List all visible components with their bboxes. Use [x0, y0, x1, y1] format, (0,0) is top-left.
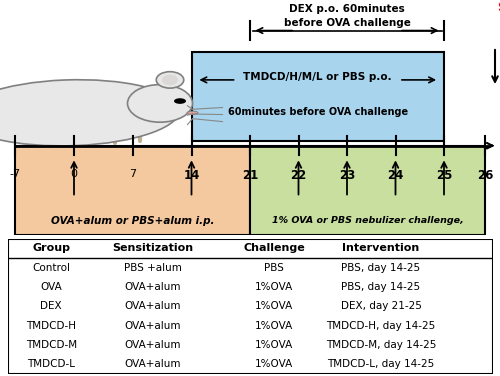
- Bar: [250, 146, 485, 235]
- Text: TMDCD-H, day 14-25: TMDCD-H, day 14-25: [326, 321, 436, 331]
- Text: TMDCD/H/M/L or PBS p.o.: TMDCD/H/M/L or PBS p.o.: [244, 72, 392, 82]
- Text: 30minutes/time, every day: 30minutes/time, every day: [296, 263, 440, 272]
- Text: TMDCD-L, day 14-25: TMDCD-L, day 14-25: [328, 359, 434, 370]
- Text: 26: 26: [477, 169, 493, 182]
- Text: Sacrifice: Sacrifice: [498, 0, 500, 14]
- Text: 24: 24: [388, 169, 404, 182]
- Text: -7: -7: [10, 169, 20, 179]
- Text: DEX p.o. 60minutes: DEX p.o. 60minutes: [289, 4, 405, 14]
- Text: 1%OVA: 1%OVA: [255, 321, 294, 331]
- Text: PBS +alum: PBS +alum: [124, 263, 182, 273]
- Ellipse shape: [0, 80, 180, 146]
- Text: DEX, day 21-25: DEX, day 21-25: [340, 302, 421, 311]
- Text: PBS, day 14-25: PBS, day 14-25: [342, 282, 420, 292]
- Text: TMDCD-H: TMDCD-H: [26, 321, 76, 331]
- Text: 1% OVA or PBS nebulizer challenge,: 1% OVA or PBS nebulizer challenge,: [272, 216, 464, 225]
- Text: OVA+alum: OVA+alum: [125, 302, 181, 311]
- Bar: [15, 146, 250, 235]
- Text: 1%OVA: 1%OVA: [255, 282, 294, 292]
- Text: Intervention: Intervention: [342, 243, 419, 253]
- Text: PBS: PBS: [264, 263, 284, 273]
- Text: TMDCD-M: TMDCD-M: [26, 340, 76, 350]
- Text: OVA+alum: OVA+alum: [125, 340, 181, 350]
- Text: 7: 7: [129, 169, 136, 179]
- Text: before OVA challenge: before OVA challenge: [284, 18, 410, 28]
- Text: Control: Control: [32, 263, 70, 273]
- Text: 25: 25: [436, 169, 452, 182]
- Ellipse shape: [128, 85, 192, 122]
- Circle shape: [174, 98, 186, 104]
- Text: 60minutes before OVA challenge: 60minutes before OVA challenge: [228, 108, 408, 117]
- Text: 1%OVA: 1%OVA: [255, 302, 294, 311]
- Ellipse shape: [187, 111, 198, 114]
- Text: 22: 22: [290, 169, 306, 182]
- Text: OVA+alum: OVA+alum: [125, 282, 181, 292]
- Text: OVA+alum: OVA+alum: [125, 359, 181, 370]
- Ellipse shape: [156, 72, 184, 88]
- Text: OVA+alum: OVA+alum: [125, 321, 181, 331]
- Text: TMDCD-M, day 14-25: TMDCD-M, day 14-25: [326, 340, 436, 350]
- Text: OVA: OVA: [40, 282, 62, 292]
- Text: OVA+alum or PBS+alum i.p.: OVA+alum or PBS+alum i.p.: [51, 216, 214, 226]
- Text: 23: 23: [339, 169, 355, 182]
- Text: TMDCD-L: TMDCD-L: [27, 359, 75, 370]
- Text: PBS, day 14-25: PBS, day 14-25: [342, 263, 420, 273]
- Text: sensitization: sensitization: [95, 263, 170, 273]
- Text: 1%OVA: 1%OVA: [255, 359, 294, 370]
- Text: Group: Group: [32, 243, 70, 253]
- Text: DEX: DEX: [40, 302, 62, 311]
- Text: 1%OVA: 1%OVA: [255, 340, 294, 350]
- Text: 14: 14: [184, 169, 200, 182]
- Ellipse shape: [162, 74, 178, 85]
- Text: Sensitization: Sensitization: [112, 243, 194, 253]
- Text: 21: 21: [242, 169, 258, 182]
- Bar: [192, 52, 444, 141]
- Text: 0: 0: [70, 169, 78, 179]
- Text: Challenge: Challenge: [244, 243, 305, 253]
